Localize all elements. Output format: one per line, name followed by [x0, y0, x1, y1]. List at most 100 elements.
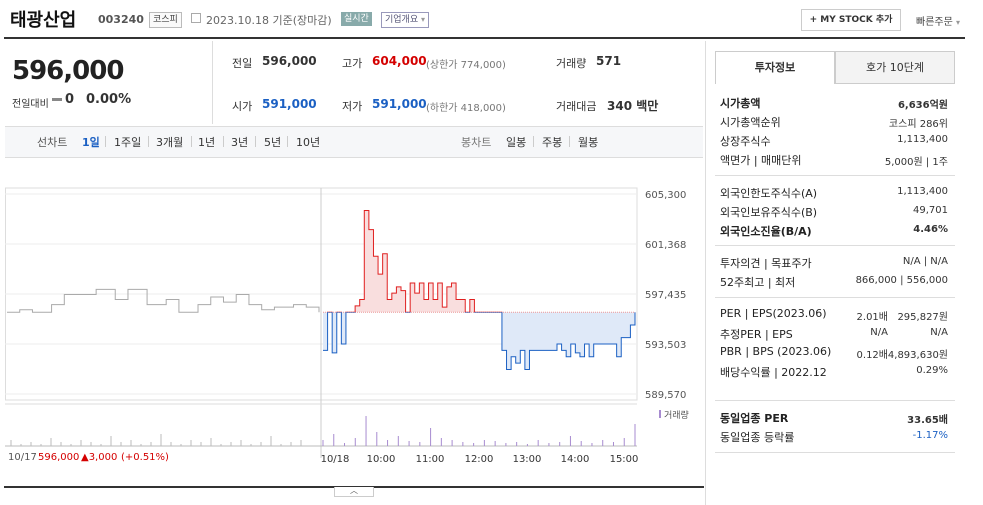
tab-monthly-candle[interactable]: 월봉: [578, 136, 599, 149]
tab-1d[interactable]: 1일: [82, 136, 100, 149]
my-stock-add-button[interactable]: + MY STOCK 추가: [801, 9, 901, 31]
open-label: 시가: [232, 100, 253, 113]
x-tick-label: 10:00: [367, 454, 396, 465]
chart-period-bar: [5, 126, 703, 158]
foreign-row-0-label: 외국인한도주식수(A): [720, 187, 818, 200]
sector-row-1-value: -1.17%: [912, 430, 948, 441]
date-label: 2023.10.18 기준(장마감): [206, 14, 332, 27]
market-cap-row-1-label: 시가총액순위: [720, 116, 781, 129]
volume-legend-swatch: [659, 410, 661, 418]
line-chart-label: 선차트: [37, 136, 68, 149]
tab-5y[interactable]: 5년: [264, 136, 282, 149]
valuation-row-0-value: 295,827원: [897, 312, 948, 323]
market-cap-row-3-label: 액면가 | 매매단위: [720, 154, 802, 167]
today-up-line: [327, 210, 636, 313]
market-cap-row-3-value: 5,000원 | 1주: [884, 157, 948, 168]
tab-10y[interactable]: 10년: [296, 136, 321, 149]
opinion-row-1-label: 52주최고 | 최저: [720, 276, 796, 289]
prev-close-value: 596,000: [262, 54, 317, 68]
y-tick-label: 605,300: [645, 190, 686, 201]
tab-investment-info[interactable]: 투자정보: [715, 51, 835, 84]
change-label: 전일대비: [12, 99, 49, 110]
divider: [715, 297, 955, 298]
y-tick-label: 589,570: [645, 390, 686, 401]
tab-weekly-candle[interactable]: 주봉: [542, 136, 563, 149]
divider: [191, 136, 192, 147]
market-badge: 코스피: [149, 12, 182, 28]
candle-chart-label: 봉차트: [461, 136, 492, 149]
y-tick-label: 601,368: [645, 240, 686, 251]
tab-order-book[interactable]: 호가 10단계: [835, 51, 955, 84]
intraday-price-chart[interactable]: 605,300 601,368 597,435 593,503 589,570 거래량 10…: [5, 178, 703, 468]
quick-order-button[interactable]: 빠른주문 ▾: [916, 13, 960, 28]
valuation-row-1-value: N/A: [930, 327, 948, 338]
prev-close-label: 전일: [232, 57, 253, 70]
sector-row-0-value: 33.65배: [907, 415, 948, 426]
quick-order-label: 빠른주문: [916, 17, 953, 28]
divider: [223, 136, 224, 147]
x-tick-label: 15:00: [610, 454, 639, 465]
market-cap-row-2-label: 상장주식수: [720, 135, 771, 148]
high-value: 604,000: [372, 54, 427, 68]
divider: [715, 400, 955, 401]
today-down-area: [323, 312, 635, 370]
prev-day-percent: (+0.51%): [121, 452, 169, 463]
market-cap-row-2-value: 1,113,400: [897, 134, 948, 145]
sector-row-0-label: 동일업종 PER: [720, 412, 789, 425]
y-tick-label: 597,435: [645, 290, 686, 301]
divider: [715, 245, 955, 246]
live-badge[interactable]: 실시간: [341, 12, 372, 26]
market-cap-row-0-value: 6,636억원: [897, 100, 948, 111]
valuation-row-2-value: 4,893,630원: [887, 350, 948, 361]
volume-legend-label: 거래량: [664, 409, 689, 421]
stock-name: 태광산업: [10, 10, 77, 31]
opinion-row-0-value: N/A | N/A: [902, 256, 948, 267]
stock-code: 003240: [98, 13, 144, 26]
current-price: 596,000: [12, 56, 124, 86]
market-cap-row-1-value: 코스피 286위: [888, 119, 948, 130]
chevron-down-icon: ▾: [956, 18, 961, 27]
chevron-down-icon: ▾: [421, 15, 426, 24]
divider: [148, 136, 149, 147]
high-label: 고가: [342, 57, 363, 70]
foreign-row-2-value: 4.46%: [913, 224, 948, 235]
opinion-row-0-label: 투자의견 | 목표주가: [720, 257, 812, 270]
foreign-row-1-label: 외국인보유주식수(B): [720, 206, 818, 219]
today-up-area: [323, 210, 635, 313]
prev-day-series: [7, 288, 320, 313]
divider: [533, 136, 534, 147]
valuation-row-3-value: 0.29%: [916, 365, 948, 376]
tab-1y[interactable]: 1년: [198, 136, 216, 149]
valuation-row-1-value1: N/A: [870, 327, 888, 338]
prev-day-date: 10/17: [8, 452, 37, 463]
low-value: 591,000: [372, 97, 427, 111]
divider: [255, 136, 256, 147]
volume-value: 571: [596, 54, 622, 68]
x-tick-label: 12:00: [465, 454, 494, 465]
upper-limit: (상한가 774,000): [426, 60, 506, 71]
sector-row-1-label: 동일업종 등락률: [720, 431, 795, 444]
foreign-row-2-label: 외국인소진율(B/A): [720, 225, 812, 238]
valuation-row-3-label: 배당수익률 | 2022.12: [720, 366, 827, 379]
divider: [715, 175, 955, 176]
valuation-row-2-label: PBR | BPS (2023.06): [720, 345, 832, 358]
valuation-row-0-label: PER | EPS(2023.06): [720, 307, 827, 320]
x-tick-label: 13:00: [513, 454, 542, 465]
tab-daily-candle[interactable]: 일봉: [506, 136, 527, 149]
x-tick-label: 11:00: [416, 454, 445, 465]
company-overview-button[interactable]: 기업개요 ▾: [381, 12, 430, 28]
amount-label: 거래대금: [556, 100, 597, 113]
tab-3m[interactable]: 3개월: [156, 136, 184, 149]
change-percent: 0.00%: [86, 92, 132, 107]
tab-3y[interactable]: 3년: [231, 136, 249, 149]
valuation-row-0-value1: 2.01배: [856, 312, 888, 323]
foreign-row-1-value: 49,701: [913, 205, 948, 216]
opinion-row-1-value: 866,000 | 556,000: [855, 275, 948, 286]
collapse-chevron-icon[interactable]: ︿: [334, 487, 374, 497]
tab-1w[interactable]: 1주일: [114, 136, 142, 149]
company-overview-label: 기업개요: [385, 15, 419, 25]
market-cap-row-0-label: 시가총액: [720, 97, 761, 110]
volume-label: 거래량: [556, 57, 587, 70]
change-value: 0: [65, 92, 75, 107]
prev-day-change: ▲3,000: [81, 452, 118, 463]
